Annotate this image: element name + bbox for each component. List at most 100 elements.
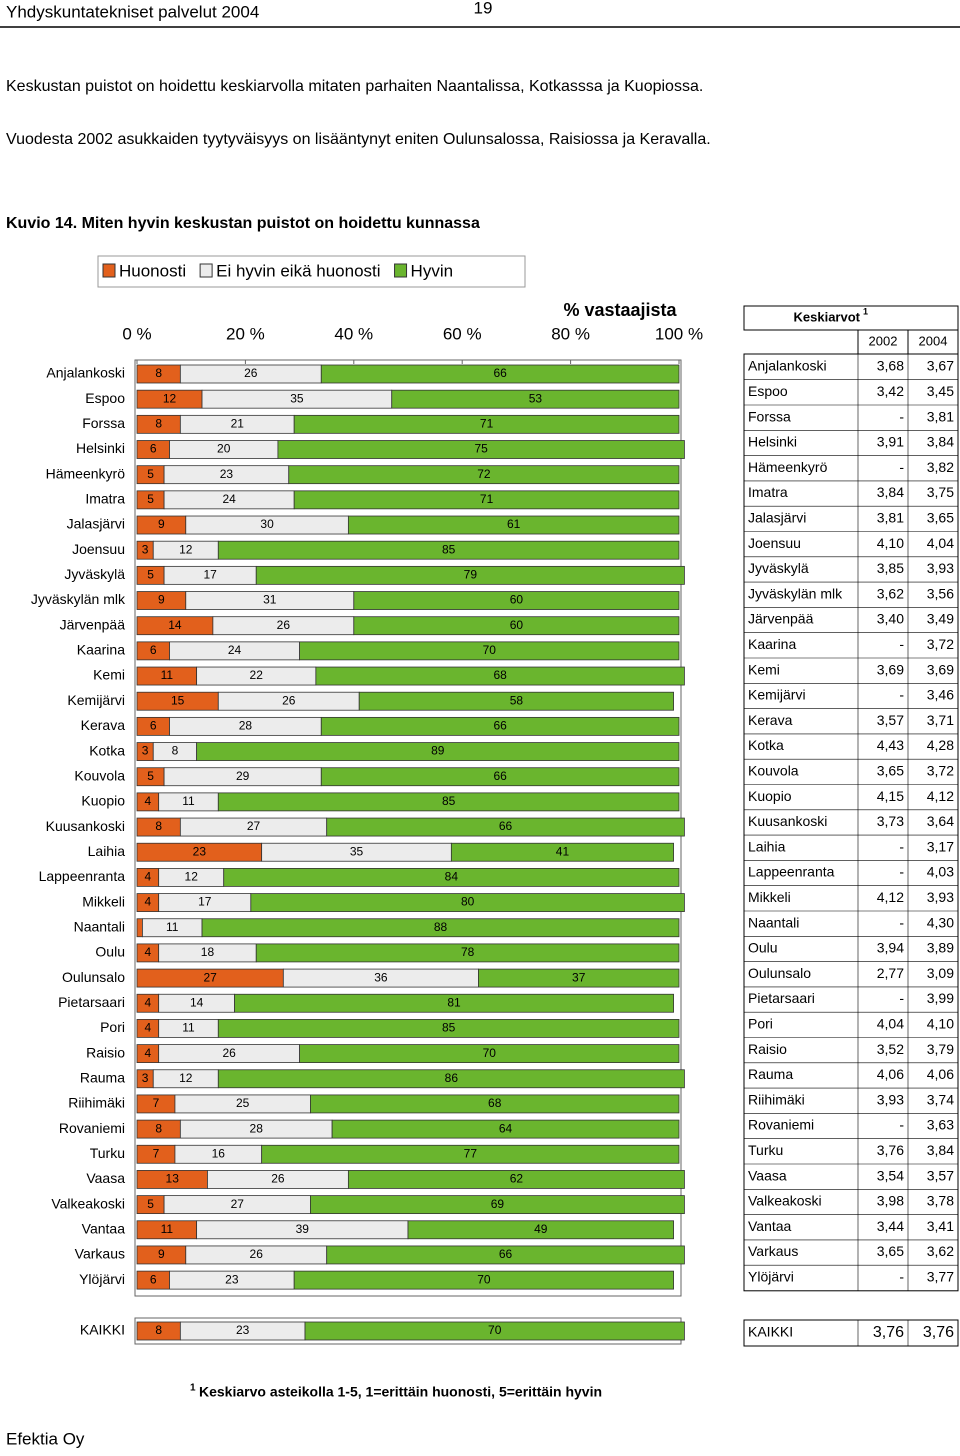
data-label: 86	[445, 1071, 459, 1085]
data-label: 77	[464, 1146, 478, 1160]
y-tick-label: Mikkeli	[82, 893, 125, 909]
data-label: 8	[155, 366, 162, 380]
table-cell: 3,46	[927, 687, 954, 703]
table-cell: 4,28	[927, 737, 954, 753]
bar-segment	[136, 918, 143, 938]
paragraph: Keskustan puistot on hoidettu keskiarvol…	[6, 78, 703, 95]
data-label: 27	[203, 970, 217, 984]
y-tick-label: Kuusankoski	[46, 818, 125, 834]
legend-swatch	[394, 263, 408, 278]
bar-segment	[331, 1119, 680, 1139]
data-label: 80	[461, 895, 475, 909]
data-label: 6	[150, 719, 157, 733]
data-label: 79	[464, 568, 478, 582]
data-label: 3	[142, 744, 149, 758]
data-label: 64	[499, 1121, 513, 1135]
data-label: 53	[529, 391, 543, 405]
table-cell: 3,84	[927, 1142, 954, 1158]
y-tick-label: Pietarsaari	[58, 994, 125, 1010]
bar-segment	[353, 616, 680, 636]
table-cell: 3,81	[927, 408, 954, 424]
table-cell: 3,93	[927, 889, 954, 905]
y-tick-label: Kouvola	[74, 767, 125, 783]
y-tick-label: Kemi	[93, 667, 125, 683]
legend-swatch	[102, 263, 116, 278]
table-cell: 3,75	[927, 484, 954, 500]
data-label: 12	[185, 870, 199, 884]
table-cell: Pietarsaari	[748, 990, 815, 1006]
data-label: 28	[250, 1121, 264, 1135]
bar-segment	[310, 1094, 680, 1114]
y-tick-label: Valkeakoski	[51, 1195, 125, 1211]
data-label: 3	[142, 542, 149, 556]
data-label: 9	[158, 517, 165, 531]
table-cell: 3,65	[877, 763, 904, 779]
bar-segment	[304, 1321, 685, 1341]
y-tick-label: Hämeenkyrö	[46, 465, 126, 481]
table-cell: 3,68	[877, 358, 904, 374]
x-tick-label: 60 %	[443, 324, 482, 343]
y-tick-label: Forssa	[82, 415, 125, 431]
table-cell: 4,12	[877, 889, 904, 905]
legend-swatch	[199, 263, 213, 278]
table-cell: -	[899, 636, 904, 652]
data-label: 23	[193, 844, 207, 858]
data-label: 9	[158, 1247, 165, 1261]
bar-segment	[347, 515, 680, 535]
bar-segment	[320, 767, 680, 787]
table-cell: 3,93	[877, 1091, 904, 1107]
bar-segment	[217, 792, 680, 812]
data-label: 88	[434, 920, 448, 934]
table-cell: 4,03	[927, 864, 954, 880]
table-cell: Vaasa	[748, 1167, 787, 1183]
table-cell: 3,17	[927, 838, 954, 854]
data-label: 8	[155, 1121, 162, 1135]
data-label: 26	[244, 366, 258, 380]
data-label: 70	[483, 643, 497, 657]
data-label: 66	[493, 366, 507, 380]
table-cell: 3,52	[877, 1041, 904, 1057]
data-label: 70	[477, 1272, 491, 1286]
y-tick-label: Jalasjärvi	[67, 516, 125, 532]
data-label: 69	[491, 1197, 505, 1211]
data-label: 27	[231, 1197, 245, 1211]
data-label: 85	[442, 542, 456, 556]
bar-segment	[234, 993, 674, 1013]
table-cell: 3,84	[927, 434, 954, 450]
x-tick-label: 0 %	[122, 324, 151, 343]
table-cell: Laihia	[748, 838, 786, 854]
y-tick-label: Naantali	[74, 918, 125, 934]
table-cell: 4,06	[927, 1066, 954, 1082]
data-label: 58	[510, 693, 524, 707]
table-cell: Anjalankoski	[748, 358, 827, 374]
data-label: 4	[144, 895, 151, 909]
y-tick-label: Lappeenranta	[39, 868, 126, 884]
data-label: 21	[231, 417, 245, 431]
table-cell: Lappeenranta	[748, 864, 835, 880]
legend-label: Huonosti	[119, 261, 186, 280]
table-cell: 3,72	[927, 763, 954, 779]
data-label: 14	[190, 995, 204, 1009]
table-cell: -	[899, 914, 904, 930]
x-tick-label: 80 %	[551, 324, 590, 343]
data-label: 5	[147, 492, 154, 506]
bar-segment	[315, 666, 685, 686]
table-cell: 3,57	[927, 1167, 954, 1183]
table-cell: 3,77	[927, 1269, 954, 1285]
data-label: 14	[168, 618, 182, 632]
table-cell: Pori	[748, 1016, 773, 1032]
table-cell: Mikkeli	[748, 889, 791, 905]
table-cell: 3,98	[877, 1193, 904, 1209]
table-cell: Kuusankoski	[748, 813, 827, 829]
data-label: 35	[290, 391, 304, 405]
paragraph: Vuodesta 2002 asukkaiden tyytyväisyys on…	[6, 131, 711, 148]
y-tick-label: Jyväskylän mlk	[31, 591, 126, 607]
y-tick-label: Helsinki	[76, 440, 125, 456]
table-cell: 3,40	[877, 611, 904, 627]
y-tick-label: Kerava	[81, 717, 126, 733]
data-label: 4	[144, 1046, 151, 1060]
table-cell: 3,85	[877, 560, 904, 576]
data-label: 23	[225, 1272, 239, 1286]
table-cell: 3,63	[927, 1117, 954, 1133]
